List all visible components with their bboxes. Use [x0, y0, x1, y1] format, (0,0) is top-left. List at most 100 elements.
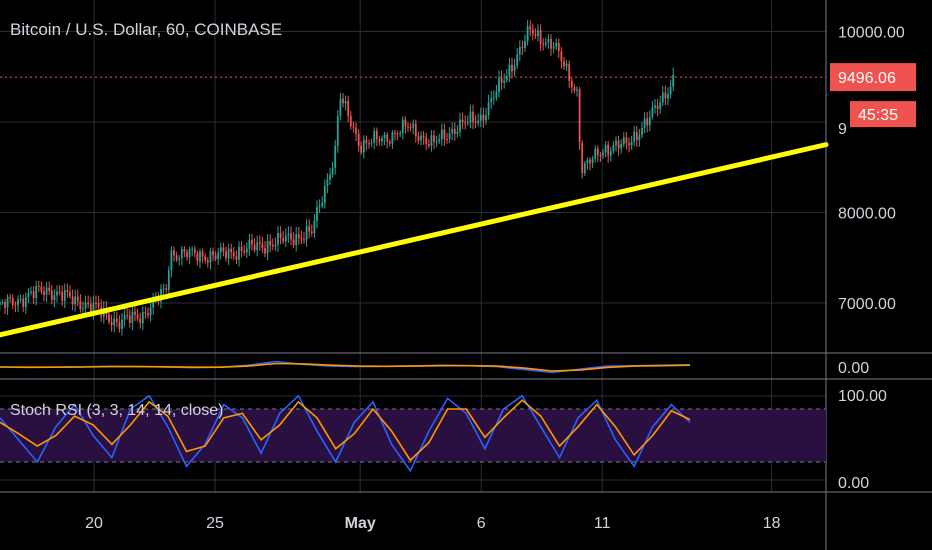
candle-body	[261, 243, 264, 249]
macd-signal-line	[0, 362, 691, 372]
candle-body	[43, 291, 45, 295]
price-axis[interactable]: 7000.00 8000.00 10000.00 9 0.00 100.00 0.00	[838, 25, 905, 493]
candle-body	[516, 54, 519, 66]
candle-body	[573, 87, 576, 91]
time-tick-label: 11	[594, 515, 611, 532]
candle-body	[404, 119, 407, 127]
candle-body	[357, 133, 360, 146]
candle-body	[620, 144, 623, 149]
candle-body	[87, 302, 90, 305]
candle-body	[253, 244, 256, 251]
candle-body	[386, 134, 389, 142]
candle-body	[352, 126, 355, 128]
candle-body	[355, 127, 357, 134]
candle-body	[58, 291, 61, 293]
candle-body	[303, 239, 305, 241]
candle-body	[370, 142, 373, 144]
candle-body	[474, 121, 477, 123]
candle-body	[14, 305, 17, 307]
stoch-rsi-panel	[0, 394, 826, 473]
candle-body	[243, 251, 246, 253]
candle-body	[71, 296, 74, 305]
candle-body	[596, 148, 599, 156]
candle-body	[209, 251, 212, 263]
candle-body	[552, 46, 555, 49]
chart-title: Bitcoin / U.S. Dollar, 60, COINBASE	[10, 20, 283, 39]
candle-body	[188, 249, 191, 258]
candle-body	[589, 159, 591, 164]
candle-body	[609, 151, 612, 156]
candle-body	[212, 251, 214, 256]
candle-body	[121, 319, 123, 329]
candle-body	[425, 137, 428, 144]
candle-body	[375, 130, 378, 140]
candle-body	[498, 77, 500, 93]
candle-body	[451, 128, 454, 134]
candle-body	[79, 301, 82, 310]
candle-body	[643, 118, 646, 128]
candle-body	[469, 111, 472, 123]
candle-body	[313, 220, 316, 234]
candle-body	[362, 139, 365, 153]
candle-body	[511, 64, 513, 72]
candle-body	[331, 168, 334, 175]
time-tick-label: 20	[85, 515, 103, 532]
candle-body	[173, 250, 175, 256]
candle-body	[602, 152, 604, 156]
candle-body	[292, 239, 295, 246]
candle-body	[22, 298, 25, 307]
candle-body	[204, 256, 207, 261]
candle-body	[578, 89, 581, 143]
candle-body	[440, 129, 443, 140]
candle-body	[503, 80, 506, 83]
candle-body	[217, 252, 220, 259]
candle-body	[594, 148, 597, 159]
candle-body	[563, 61, 565, 67]
candle-body	[149, 307, 152, 316]
candle-body	[570, 80, 573, 88]
candle-body	[544, 42, 547, 45]
candle-body	[271, 245, 274, 247]
candle-body	[66, 290, 69, 292]
candle-body	[284, 235, 287, 242]
candle-body	[134, 311, 136, 315]
macd-panel	[0, 360, 691, 374]
candle-body	[1, 302, 4, 304]
time-axis[interactable]: 20 25 May 6 11 18	[85, 515, 780, 532]
countdown-badge-text: 45:35	[858, 107, 898, 124]
candle-body	[165, 288, 168, 290]
candle-body	[622, 137, 625, 145]
candle-body	[269, 241, 272, 246]
candle-body	[141, 312, 144, 324]
candle-body	[305, 226, 308, 240]
candle-body	[329, 174, 331, 180]
candle-body	[24, 296, 27, 307]
candle-body	[300, 237, 303, 240]
candle-body	[342, 98, 344, 104]
candle-body	[4, 302, 6, 308]
candle-body	[576, 89, 578, 91]
candle-body	[126, 315, 129, 317]
candle-body	[297, 234, 300, 238]
candle-body	[368, 143, 370, 145]
candle-body	[323, 186, 326, 203]
candle-body	[264, 248, 266, 254]
candle-body	[641, 127, 643, 135]
candle-body	[316, 207, 318, 221]
candle-body	[373, 130, 376, 143]
candle-body	[526, 26, 529, 41]
candle-body	[235, 255, 238, 260]
candle-body	[378, 139, 381, 142]
candle-body	[152, 298, 155, 308]
candle-body	[240, 246, 243, 252]
candle-body	[633, 131, 636, 142]
countdown-badge	[850, 101, 916, 128]
candle-body	[495, 92, 498, 98]
candle-body	[427, 143, 430, 146]
candle-body	[115, 318, 118, 323]
candle-body	[420, 135, 422, 141]
candle-body	[443, 129, 446, 139]
candle-body	[669, 86, 672, 95]
candle-body	[383, 134, 386, 139]
